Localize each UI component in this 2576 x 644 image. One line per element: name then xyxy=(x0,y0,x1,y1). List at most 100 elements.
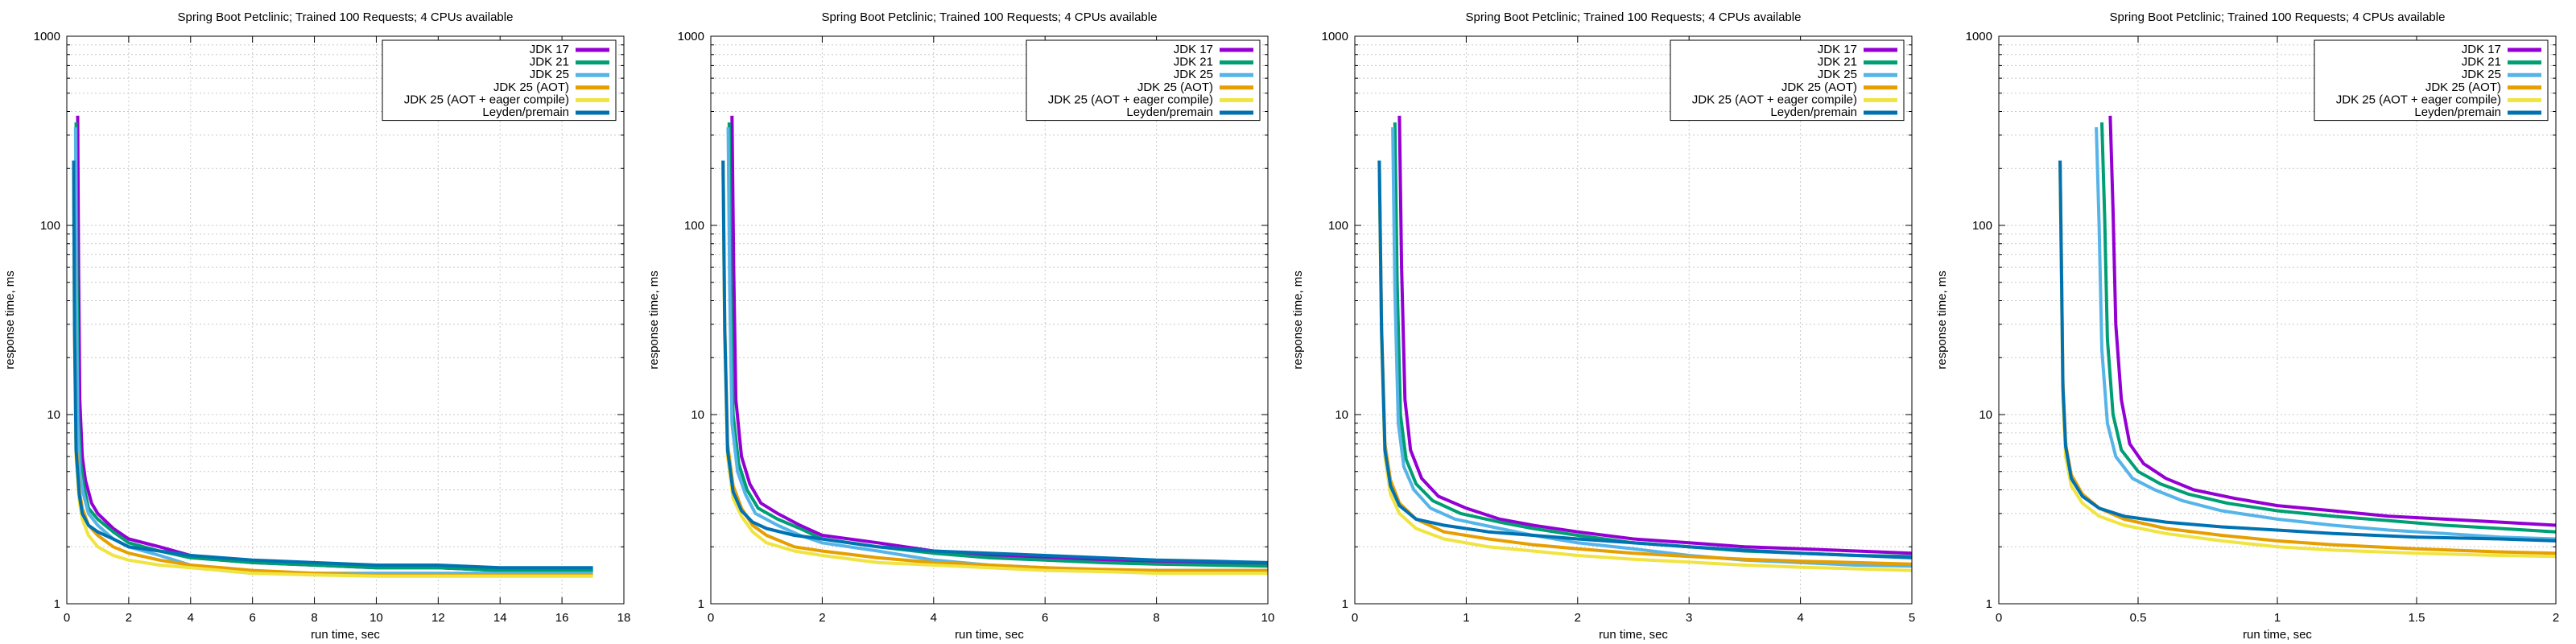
y-tick-label: 10 xyxy=(1979,408,1992,422)
x-tick-label: 4 xyxy=(1797,611,1803,625)
series-line-jdk-21 xyxy=(727,122,1268,568)
series-line-jdk-25 xyxy=(73,127,593,576)
x-tick-label: 1 xyxy=(2274,611,2281,625)
legend-label: JDK 25 (AOT) xyxy=(1781,80,1857,94)
x-tick-label: 8 xyxy=(311,611,317,625)
x-tick-label: 6 xyxy=(249,611,255,625)
x-tick-label: 4 xyxy=(931,611,937,625)
series-line-jdk-17 xyxy=(2108,115,2556,527)
x-tick-label: 4 xyxy=(188,611,194,625)
series-line-jdk-25 xyxy=(1391,127,1912,568)
x-tick-label: 1.5 xyxy=(2409,611,2425,625)
legend-label: JDK 25 (AOT + eager compile) xyxy=(1048,93,1213,106)
legend-label: JDK 17 xyxy=(2462,43,2501,56)
x-tick-label: 12 xyxy=(431,611,445,625)
x-tick-label: 10 xyxy=(369,611,383,625)
legend-label: JDK 21 xyxy=(1818,56,1857,69)
series-group xyxy=(721,115,1268,576)
legend-box xyxy=(382,39,617,122)
legend-label: JDK 25 (AOT + eager compile) xyxy=(2336,93,2501,106)
series-line-jdk-17 xyxy=(730,115,1268,567)
x-tick-label: 6 xyxy=(1042,611,1048,625)
x-tick-label: 3 xyxy=(1686,611,1692,625)
x-tick-label: 14 xyxy=(493,611,507,625)
legend-label: JDK 17 xyxy=(1818,43,1857,56)
x-axis-label: run time, sec xyxy=(2243,628,2312,642)
y-tick-label: 1 xyxy=(698,597,704,611)
x-tick-label: 0 xyxy=(1352,611,1358,625)
x-axis-label: run time, sec xyxy=(955,628,1024,642)
legend-label: JDK 25 xyxy=(1818,68,1857,81)
series-line-jdk-25-aot-eager-compile xyxy=(1377,168,1912,572)
series-group xyxy=(1377,115,1912,572)
plot-border xyxy=(1354,35,1913,605)
chart-panel-4: 1 10 100 1000 0 0.5 1 1.5 2 Spring Boot Petclinic… xyxy=(1932,0,2576,644)
y-tick-label: 1 xyxy=(1342,597,1348,611)
x-tick-label: 2 xyxy=(126,611,132,625)
chart-title: Spring Boot Petclinic; Trained 100 Reque… xyxy=(822,10,1158,24)
x-tick-label: 8 xyxy=(1153,611,1159,625)
y-tick-label: 1000 xyxy=(1966,30,1992,43)
series-line-jdk-21 xyxy=(2100,122,2556,534)
series-line-leyden-premain xyxy=(721,160,1268,564)
series-line-jdk-17 xyxy=(1397,115,1912,555)
chart-title: Spring Boot Petclinic; Trained 100 Reque… xyxy=(2110,10,2446,24)
legend-box xyxy=(1670,39,1905,122)
chart-title: Spring Boot Petclinic; Trained 100 Reque… xyxy=(1466,10,1802,24)
legend-label: JDK 25 (AOT + eager compile) xyxy=(1692,93,1857,106)
y-tick-label: 1 xyxy=(1986,597,1992,611)
y-tick-label: 10 xyxy=(691,408,704,422)
legend-label: JDK 25 (AOT) xyxy=(2425,80,2501,94)
series-group xyxy=(72,115,593,578)
x-tick-label: 2 xyxy=(819,611,825,625)
legend-label: JDK 25 xyxy=(2462,68,2501,81)
series-line-jdk-25 xyxy=(2095,127,2556,541)
x-tick-label: 0 xyxy=(708,611,714,625)
legend-label: JDK 25 (AOT) xyxy=(493,80,569,94)
x-tick-label: 0.5 xyxy=(2130,611,2147,625)
series-line-jdk-25-aot-eager-compile xyxy=(72,168,593,578)
y-tick-label: 100 xyxy=(40,219,60,233)
legend-label: JDK 21 xyxy=(1174,56,1213,69)
legend-label: Leyden/premain xyxy=(1126,105,1213,119)
y-tick-label: 10 xyxy=(47,408,60,422)
chart-panel-2: 1 10 100 1000 0 2 4 6 8 10 Spring Boot Petclinic; … xyxy=(644,0,1288,644)
chart-svg-4: 1 10 100 1000 0 0.5 1 1.5 2 Spring Boot Petclinic… xyxy=(1935,10,2559,642)
series-line-jdk-21 xyxy=(1393,122,1912,559)
legend-label: JDK 25 (AOT + eager compile) xyxy=(404,93,569,106)
series-line-jdk-25-aot-eager-compile xyxy=(2058,168,2556,559)
x-tick-label: 0 xyxy=(64,611,70,625)
legend-label: Leyden/premain xyxy=(1770,105,1857,119)
legend-label: JDK 21 xyxy=(530,56,569,69)
grid xyxy=(1355,36,1912,604)
series-line-leyden-premain xyxy=(1377,160,1912,559)
series-line-jdk-25-aot-eager-compile xyxy=(721,168,1268,576)
y-tick-label: 1000 xyxy=(34,30,60,43)
series-line-leyden-premain xyxy=(72,160,593,570)
legend-label: JDK 25 (AOT) xyxy=(1137,80,1213,94)
legend-box xyxy=(1026,39,1261,122)
y-tick-label: 1000 xyxy=(1322,30,1348,43)
plot-border xyxy=(710,35,1269,605)
series-line-jdk-25 xyxy=(726,127,1268,572)
x-tick-label: 18 xyxy=(617,611,631,625)
series-line-jdk-25-aot xyxy=(721,160,1268,572)
grid xyxy=(711,36,1268,604)
y-tick-label: 1000 xyxy=(678,30,704,43)
series-group xyxy=(2058,115,2556,559)
chart-title: Spring Boot Petclinic; Trained 100 Reque… xyxy=(178,10,514,24)
x-tick-label: 2 xyxy=(1575,611,1581,625)
y-tick-label: 100 xyxy=(1972,219,1992,233)
x-tick-label: 0 xyxy=(1996,611,2002,625)
x-axis-label: run time, sec xyxy=(311,628,380,642)
legend-label: JDK 17 xyxy=(530,43,569,56)
legend-box xyxy=(2314,39,2549,122)
series-line-jdk-17 xyxy=(76,115,593,572)
y-axis-label: response time, ms xyxy=(1935,270,1949,369)
plot-border xyxy=(66,35,625,605)
